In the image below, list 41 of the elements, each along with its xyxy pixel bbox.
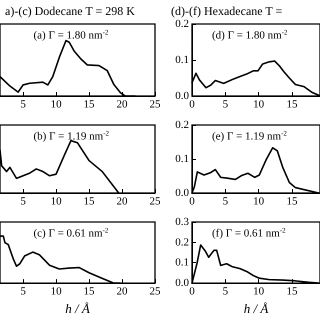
y-tick-label: 0.2 bbox=[175, 119, 189, 131]
x-tick-label: 25 bbox=[150, 196, 161, 208]
x-tick-label: 15 bbox=[84, 98, 96, 110]
x-tick-label: 15 bbox=[286, 286, 298, 298]
y-tick-label: 0.1 bbox=[175, 54, 189, 66]
y-tick-label: 0.2 bbox=[175, 236, 189, 248]
y-tick-label: 0.1 bbox=[175, 256, 189, 269]
x-axis-title: h / Å bbox=[65, 301, 90, 316]
y-tick-label: 0.2 bbox=[175, 18, 189, 30]
x-axis-title: h / Å bbox=[244, 301, 268, 316]
x-tick-label: 0 bbox=[189, 196, 196, 208]
x-tick-label: 20 bbox=[116, 286, 128, 298]
x-tick-label: 10 bbox=[50, 286, 62, 298]
x-tick-label: 10 bbox=[253, 196, 265, 208]
x-tick-label: 5 bbox=[20, 196, 26, 208]
x-tick-label: 10 bbox=[50, 98, 62, 110]
x-tick-label: 20 bbox=[116, 98, 128, 110]
y-tick-label: 0.3 bbox=[175, 216, 190, 228]
x-tick-label: 5 bbox=[222, 286, 229, 298]
x-tick-label: 25 bbox=[150, 98, 161, 110]
x-tick-label: 0 bbox=[189, 98, 196, 110]
x-tick-label: 25 bbox=[150, 286, 161, 298]
y-tick-label: 0.0 bbox=[175, 90, 190, 102]
y-tick-label: 0.1 bbox=[175, 153, 189, 165]
x-tick-label: 15 bbox=[286, 196, 298, 208]
x-tick-label: 15 bbox=[84, 196, 96, 208]
x-tick-label: 5 bbox=[20, 286, 26, 298]
x-tick-label: 15 bbox=[84, 286, 96, 298]
chart-title: (d)-(f) Hexadecane T = bbox=[171, 4, 282, 18]
x-tick-label: 5 bbox=[20, 98, 26, 110]
x-tick-label: 5 bbox=[222, 98, 229, 110]
x-tick-label: 10 bbox=[253, 98, 265, 110]
x-tick-label: 20 bbox=[116, 196, 128, 208]
x-tick-label: 5 bbox=[222, 196, 229, 208]
y-tick-label: 0.0 bbox=[175, 187, 190, 199]
x-tick-label: 10 bbox=[50, 196, 62, 208]
y-tick-label: 0.0 bbox=[175, 277, 190, 290]
chart-title: a)-(c) Dodecane T = 298 K bbox=[5, 4, 136, 18]
x-tick-label: 10 bbox=[253, 286, 265, 298]
x-tick-label: 15 bbox=[286, 98, 298, 110]
x-tick-label: 0 bbox=[189, 286, 196, 298]
